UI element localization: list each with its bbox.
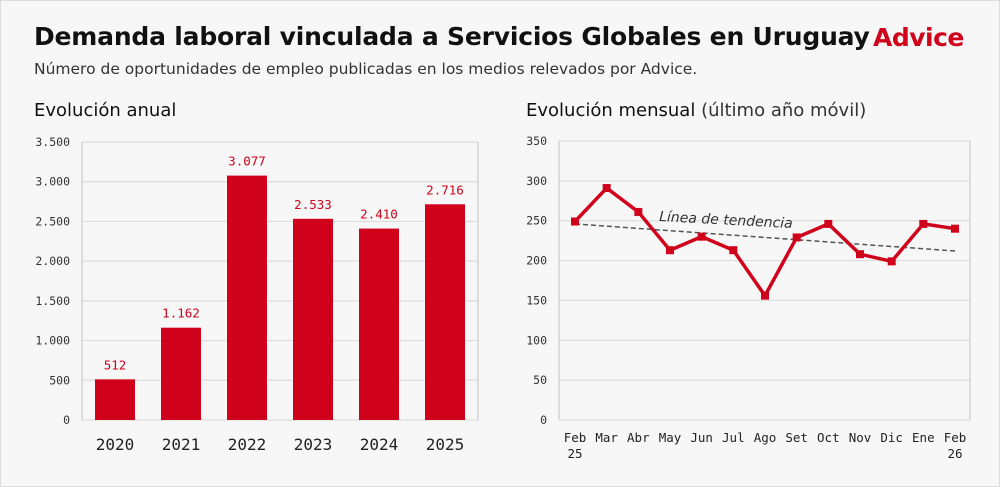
x-tick-label: Nov [849,430,872,445]
x-tick-label: Feb [564,430,587,445]
y-tick-label: 0 [540,413,547,427]
bar-value-label: 512 [104,357,127,372]
y-tick-label: 50 [533,373,547,387]
bar [359,228,399,420]
x-tick-label: Jul [722,430,745,445]
y-tick-label: 0 [63,413,70,427]
bar-value-label: 2.533 [294,197,332,212]
y-tick-label: 3.000 [35,175,70,189]
x-tick-sublabel: 26 [947,446,962,461]
x-tick-label: 2024 [360,435,399,454]
bar [227,175,267,420]
x-tick-label: Jun [690,430,713,445]
trend-line-label: Línea de tendencia [659,209,793,232]
y-tick-label: 350 [526,134,547,148]
x-tick-label: Mar [595,430,618,445]
x-tick-label: 2022 [228,435,267,454]
y-tick-label: 200 [526,254,547,268]
x-tick-sublabel: 25 [567,446,582,461]
data-point [602,184,611,193]
x-tick-label: Ago [754,430,777,445]
line-chart: 0 50 100 150 200 250 300 350 Línea de tendencia F… [526,134,971,461]
x-tick-label: 2023 [294,435,333,454]
bar [95,379,135,420]
y-tick-label: 250 [526,214,547,228]
line-chart-title-main: Evolución mensual [526,100,696,121]
x-tick-label: Set [785,430,808,445]
data-point [697,232,706,241]
x-tick-label: Abr [627,430,650,445]
y-tick-label: 150 [526,293,547,307]
data-point [666,246,674,255]
bar-value-label: 2.410 [360,207,398,222]
x-tick-label: Dic [880,430,903,445]
page-title: Demanda laboral vinculada a Servicios Gl… [34,22,870,51]
x-tick-label: Feb [944,430,967,445]
data-point [792,233,801,242]
data-point [761,291,769,300]
line-chart-title: Evolución mensual (último año móvil) [526,100,866,121]
x-tick-label: 2020 [96,435,135,454]
data-point [824,219,833,228]
data-point [634,207,643,216]
x-tick-label: Oct [817,430,840,445]
y-tick-label: 1.500 [35,294,70,308]
y-tick-label: 500 [49,373,70,387]
y-tick-label: 3.500 [35,135,70,149]
x-tick-label: May [659,430,682,445]
bar [161,327,201,420]
advice-logo: Advice [873,23,964,52]
y-tick-label: 300 [526,174,547,188]
bar [425,204,465,420]
data-point [919,219,928,228]
bar-chart-title: Evolución anual [34,100,177,121]
series-line [573,186,956,298]
y-tick-label: 2.000 [35,254,70,268]
x-tick-label: Ene [912,430,935,445]
line-chart-title-suffix: (último año móvil) [701,100,867,121]
y-tick-label: 2.500 [35,214,70,228]
bar-value-label: 3.077 [228,154,266,169]
data-point [729,246,738,255]
bar-value-label: 2.716 [426,182,464,197]
y-tick-label: 1.000 [35,334,70,348]
x-tick-label: 2025 [426,435,465,454]
page-subtitle: Número de oportunidades de empleo public… [34,60,698,78]
x-tick-label: 2021 [162,435,201,454]
data-point [887,257,896,266]
bar-value-label: 1.162 [162,306,200,321]
data-point [571,217,579,226]
bar-chart: 0 500 1.000 1.500 2.000 2.500 3.000 3.500 512 202… [35,135,479,454]
y-tick-label: 100 [526,333,547,347]
data-point [856,250,864,259]
bar [293,218,333,420]
data-point [951,224,959,233]
